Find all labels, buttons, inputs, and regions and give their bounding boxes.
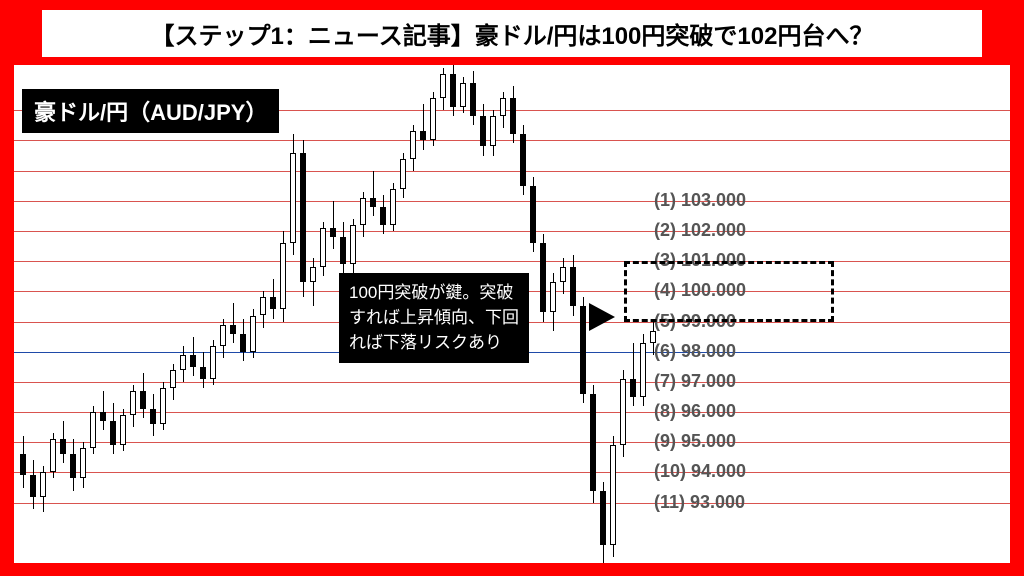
candle-body xyxy=(200,367,206,379)
candle-body xyxy=(510,98,516,134)
candle-body xyxy=(340,237,346,264)
candle-body xyxy=(440,74,446,98)
candle-body xyxy=(20,454,26,475)
candle-body xyxy=(90,412,96,448)
candle-body xyxy=(70,454,76,478)
candle-body xyxy=(250,316,256,352)
candle-wick xyxy=(373,171,374,216)
candle-body xyxy=(110,421,116,445)
price-level-label: (7) 97.000 xyxy=(654,371,736,392)
candle-body xyxy=(40,472,46,496)
candle-body xyxy=(390,189,396,225)
candle-body xyxy=(370,198,376,207)
candle-body xyxy=(410,131,416,158)
candle-body xyxy=(420,131,426,140)
candle-body xyxy=(150,409,156,424)
candle-body xyxy=(600,491,606,545)
price-level-label: (2) 102.000 xyxy=(654,220,746,241)
candle-body xyxy=(490,116,496,146)
candle-body xyxy=(500,98,506,116)
gridline xyxy=(14,171,1010,172)
price-level-label: (1) 103.000 xyxy=(654,190,746,211)
candle-body xyxy=(540,243,546,312)
candle-body xyxy=(360,198,366,225)
candle-body xyxy=(170,370,176,388)
candle-body xyxy=(640,343,646,397)
candle-body xyxy=(630,379,636,397)
candle-body xyxy=(460,83,466,107)
candle-body xyxy=(160,388,166,424)
price-level-label: (8) 96.000 xyxy=(654,401,736,422)
candle-body xyxy=(530,186,536,243)
candle-body xyxy=(580,306,586,394)
candle-body xyxy=(240,334,246,352)
candle-body xyxy=(380,207,386,225)
candle-wick xyxy=(313,258,314,306)
candle-body xyxy=(30,475,36,496)
candle-body xyxy=(280,243,286,309)
candle-body xyxy=(400,159,406,189)
candle-body xyxy=(210,346,216,379)
callout-arrow-icon xyxy=(589,303,615,331)
candle-body xyxy=(180,355,186,370)
price-level-label: (10) 94.000 xyxy=(654,461,746,482)
gridline xyxy=(14,442,1010,443)
candle-body xyxy=(270,297,276,309)
callout-line2: すれば上昇傾向、下回 xyxy=(349,308,519,327)
candle-body xyxy=(260,297,266,315)
gridline xyxy=(14,231,1010,232)
highlight-range-box xyxy=(624,261,834,321)
candle-body xyxy=(290,153,296,244)
candle-body xyxy=(100,412,106,421)
callout-line1: 100円突破が鍵。突破 xyxy=(349,283,513,302)
candle-body xyxy=(470,83,476,116)
candle-body xyxy=(520,134,526,185)
gridline xyxy=(14,261,1010,262)
candle-body xyxy=(300,153,306,283)
candle-body xyxy=(80,448,86,478)
candle-wick xyxy=(103,391,104,430)
candle-body xyxy=(130,391,136,415)
candle-wick xyxy=(233,303,234,342)
candlestick-chart: 豪ドル/円（AUD/JPY） 100円突破が鍵。突破 すれば上昇傾向、下回 れば… xyxy=(14,65,1010,563)
candle-body xyxy=(430,98,436,140)
price-level-label: (11) 93.000 xyxy=(654,492,745,513)
candle-body xyxy=(560,267,566,282)
candle-body xyxy=(450,74,456,107)
candle-body xyxy=(550,282,556,312)
gridline xyxy=(14,472,1010,473)
callout-line3: れば下落リスクあり xyxy=(349,333,502,352)
candle-body xyxy=(350,225,356,264)
candle-body xyxy=(120,415,126,445)
candle-body xyxy=(310,267,316,282)
price-level-label: (6) 98.000 xyxy=(654,341,736,362)
callout-box: 100円突破が鍵。突破 すれば上昇傾向、下回 れば下落リスクあり xyxy=(339,273,529,363)
gridline xyxy=(14,503,1010,504)
candle-body xyxy=(190,355,196,367)
candle-body xyxy=(570,267,576,306)
candle-wick xyxy=(333,201,334,249)
outer-frame: 【ステップ1：ニュース記事】豪ドル/円は100円突破で102円台へ？ 豪ドル/円… xyxy=(0,0,1024,576)
candle-body xyxy=(230,325,236,334)
candle-body xyxy=(480,116,486,146)
candle-body xyxy=(220,325,226,346)
price-level-label: (9) 95.000 xyxy=(654,431,736,452)
pair-badge: 豪ドル/円（AUD/JPY） xyxy=(22,89,279,133)
candle-body xyxy=(320,228,326,267)
gridline xyxy=(14,140,1010,141)
candle-body xyxy=(50,439,56,472)
candle-body xyxy=(60,439,66,454)
candle-body xyxy=(620,379,626,445)
candle-body xyxy=(140,391,146,409)
header-title: 【ステップ1：ニュース記事】豪ドル/円は100円突破で102円台へ？ xyxy=(42,10,982,57)
candle-body xyxy=(330,228,336,237)
gridline xyxy=(14,201,1010,202)
candle-body xyxy=(610,445,616,545)
candle-wick xyxy=(423,104,424,149)
candle-body xyxy=(590,394,596,491)
